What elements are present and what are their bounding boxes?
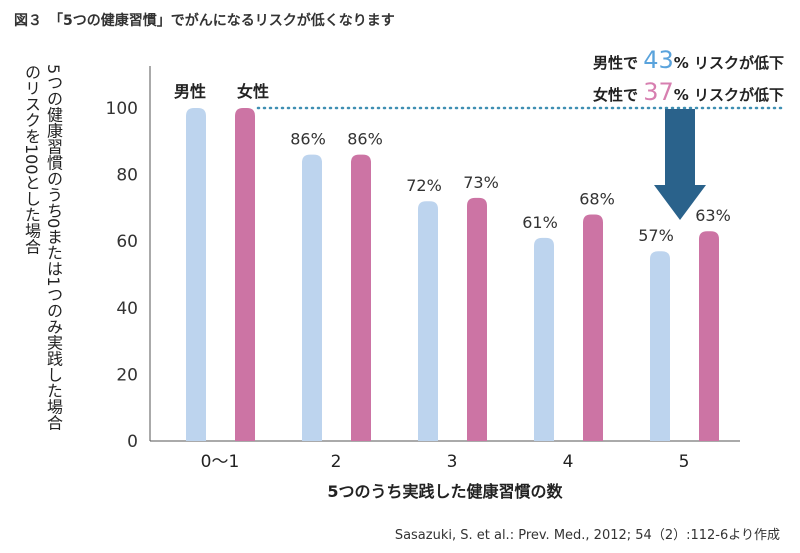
data-label: 86% bbox=[290, 130, 326, 149]
data-label: 73% bbox=[463, 173, 499, 192]
data-label: 57% bbox=[638, 226, 674, 245]
data-label: 63% bbox=[695, 206, 731, 225]
legend-male: 男性 bbox=[174, 82, 206, 101]
x-axis-label: 5つのうち実践した健康習慣の数 bbox=[327, 482, 563, 501]
y-tick-label: 60 bbox=[116, 232, 138, 252]
source-citation: Sasazuki, S. et al.: Prev. Med., 2012; 5… bbox=[394, 528, 780, 543]
male-note-suffix: % リスクが低下 bbox=[673, 54, 784, 72]
y-tick-label: 20 bbox=[116, 365, 138, 385]
female-bar bbox=[699, 231, 719, 441]
male-bar bbox=[534, 237, 554, 441]
x-tick-label: 0〜1 bbox=[201, 452, 240, 472]
male-note: 男性で 43% リスクが低下 bbox=[593, 46, 784, 78]
x-tick-label: 2 bbox=[331, 452, 342, 472]
y-tick-label: 40 bbox=[116, 299, 138, 319]
figure-title: 図３ 「5つの健康習慣」でがんになるリスクが低くなります bbox=[14, 13, 395, 29]
data-label: 72% bbox=[406, 176, 442, 195]
y-axis-label: 5つの健康習慣のうち0または1つのみ実践した場合のリスクを100とした場合 bbox=[22, 64, 63, 431]
down-arrow-icon bbox=[654, 109, 706, 220]
female-note-prefix: 女性で bbox=[592, 86, 638, 104]
data-label: 68% bbox=[579, 190, 615, 209]
x-tick-label: 4 bbox=[563, 452, 574, 472]
legend-female: 女性 bbox=[237, 82, 269, 101]
y-tick-label: 0 bbox=[127, 432, 138, 452]
male-bar bbox=[650, 251, 670, 441]
y-tick-label: 80 bbox=[116, 166, 138, 186]
data-label: 86% bbox=[347, 130, 383, 149]
female-bar bbox=[467, 197, 487, 441]
male-bar bbox=[302, 154, 322, 441]
female-bar bbox=[351, 154, 371, 441]
female-bar bbox=[235, 108, 255, 441]
y-tick-label: 100 bbox=[106, 99, 138, 119]
male-note-prefix: 男性で bbox=[592, 54, 638, 72]
risk-reduction-note: 男性で 43% リスクが低下 女性で 37% リスクが低下 bbox=[593, 46, 784, 110]
male-reduction-value: 43 bbox=[643, 46, 674, 74]
x-tick-label: 5 bbox=[679, 452, 690, 472]
female-reduction-value: 37 bbox=[643, 78, 674, 106]
male-bar bbox=[418, 201, 438, 441]
female-note-suffix: % リスクが低下 bbox=[673, 86, 784, 104]
female-note: 女性で 37% リスクが低下 bbox=[593, 78, 784, 110]
data-label: 61% bbox=[522, 213, 558, 232]
x-tick-label: 3 bbox=[447, 452, 458, 472]
male-bar bbox=[186, 108, 206, 441]
female-bar bbox=[583, 214, 603, 441]
